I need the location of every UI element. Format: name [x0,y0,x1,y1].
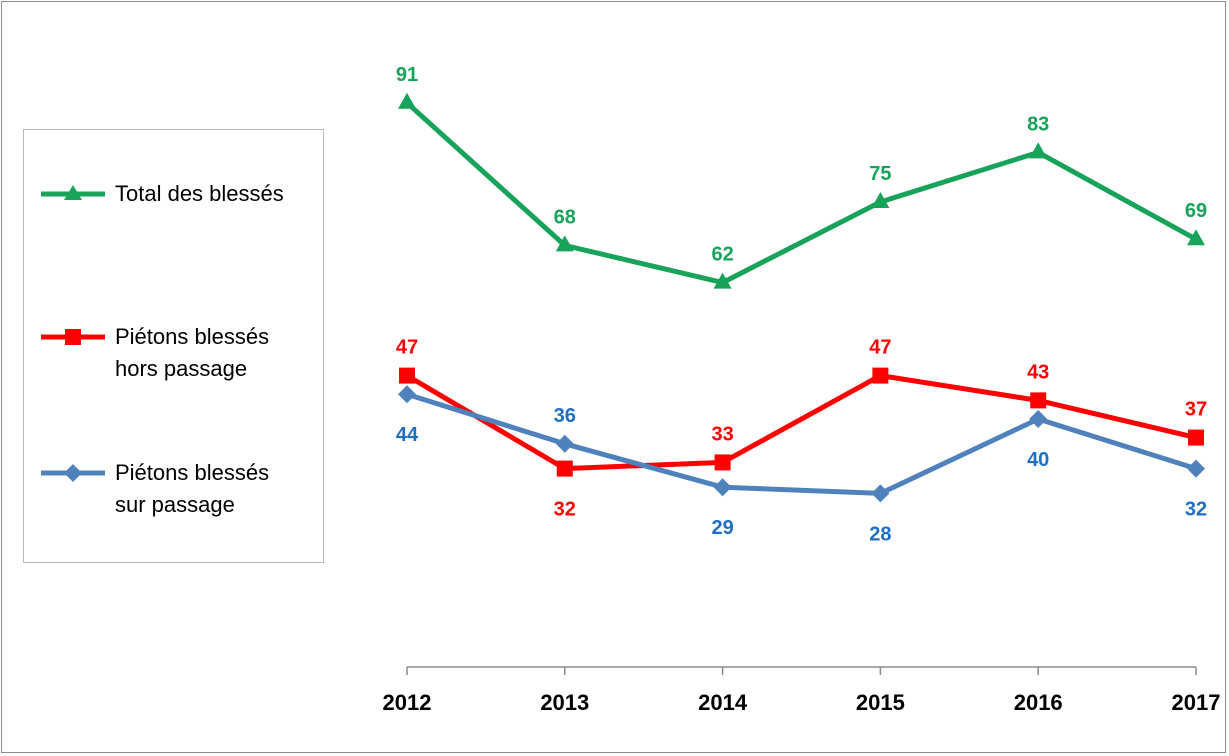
series-line [405,100,1198,286]
data-point [555,235,574,252]
series-line [406,391,1197,496]
data-point [398,385,416,404]
legend: Total des blessés Piétons blessés hors p… [23,129,324,563]
data-point [1187,229,1205,246]
series-line [405,373,1197,472]
data-point [1030,392,1047,409]
data-label: 40 [1027,449,1049,471]
data-point [713,272,732,289]
data-point [399,367,415,384]
data-label: 32 [1185,499,1207,521]
square-marker-icon [41,329,105,345]
data-label: 47 [869,337,891,359]
series-lines [398,92,1205,503]
data-point [398,92,416,109]
data-point [872,367,889,384]
data-label: 68 [554,206,576,228]
data-label: 29 [711,517,733,539]
data-point [555,434,574,453]
data-label: 44 [396,424,419,446]
legend-label-total: Total des blessés [115,181,284,206]
data-label: 69 [1185,200,1207,222]
x-tick-label: 2015 [856,690,905,715]
data-label: 33 [711,423,733,445]
data-point [1188,429,1204,446]
data-label: 32 [554,499,576,521]
data-label: 43 [1027,361,1049,383]
data-label: 75 [869,163,891,185]
legend-label-sur-passage: Piétons blessés sur passage [115,460,270,517]
data-label: 28 [869,523,891,545]
data-labels: 91 68 62 75 83 69 47 32 33 47 43 37 44 36 29 28 40 32 [396,64,1207,546]
diamond-marker-icon [41,464,105,482]
data-label: 62 [711,244,733,266]
x-tick-label: 2017 [1172,690,1221,715]
data-label: 36 [554,405,576,427]
data-point [1187,459,1205,478]
x-tick-label: 2012 [383,690,432,715]
x-tick-label: 2016 [1014,690,1063,715]
data-label: 37 [1185,399,1207,421]
data-point [714,454,731,471]
data-point [1029,142,1048,159]
data-label: 47 [396,337,418,359]
data-point [871,484,890,503]
data-label: 91 [396,64,418,86]
x-tick-label: 2013 [540,690,589,715]
legend-label-hors-passage: Piétons blessés hors passage [115,324,270,381]
data-label: 83 [1027,113,1049,135]
data-point [1029,410,1048,428]
data-point [713,478,732,497]
x-axis: 2012 2013 2014 2015 2016 2017 [383,666,1221,715]
data-point [871,192,890,208]
x-tick-label: 2014 [698,690,748,715]
data-point [556,460,573,477]
triangle-marker-icon [41,185,105,200]
